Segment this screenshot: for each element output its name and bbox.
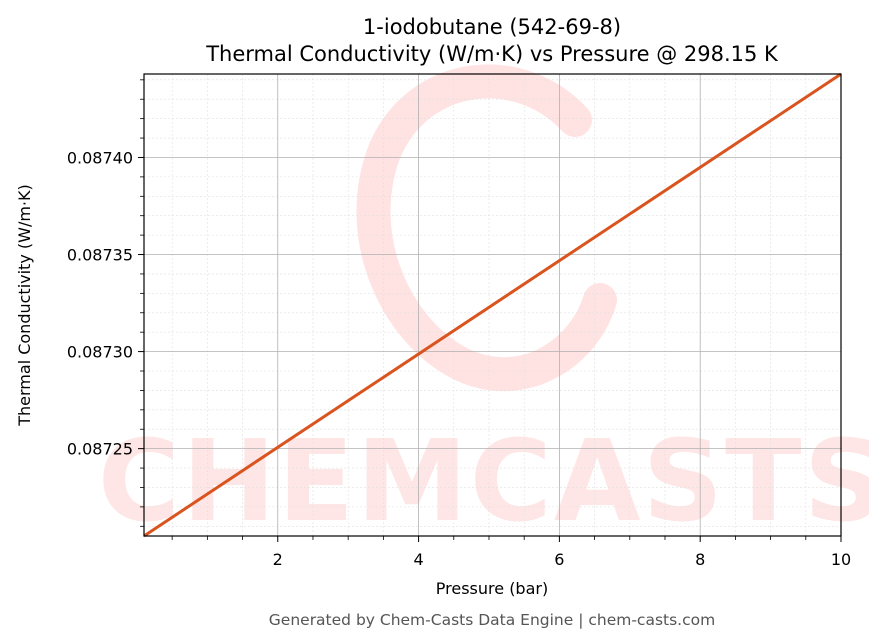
x-tick-label: 4 (413, 550, 423, 569)
watermark: CHEMCASTS (98, 64, 869, 547)
watermark-logo-icon (356, 64, 617, 392)
series-line (143, 72, 842, 538)
y-axis-label: Thermal Conductivity (W/m·K) (15, 184, 34, 427)
x-tick-label: 2 (273, 550, 283, 569)
grid-minor (144, 74, 841, 536)
plot-frame (143, 73, 842, 537)
x-axis-label: Pressure (bar) (436, 579, 548, 598)
y-tick-label: 0.08740 (67, 148, 133, 167)
y-tick-label: 0.08730 (67, 343, 133, 362)
watermark-text: CHEMCASTS (98, 417, 869, 547)
grid-major (144, 74, 841, 536)
y-tick-label: 0.08725 (67, 440, 133, 459)
x-tick-labels: 2 4 6 8 10 (273, 550, 852, 569)
y-tick-label: 0.08735 (67, 246, 133, 265)
chart-title-line1: 1-iodobutane (542-69-8) (363, 15, 621, 39)
series-layer (143, 72, 842, 538)
axis-ticks (138, 79, 842, 542)
chart-title-line2: Thermal Conductivity (W/m·K) vs Pressure… (205, 42, 779, 66)
x-tick-label: 6 (554, 550, 564, 569)
x-tick-label: 8 (695, 550, 705, 569)
footer-credit: Generated by Chem-Casts Data Engine | ch… (269, 611, 715, 629)
y-tick-labels: 0.08725 0.08730 0.08735 0.08740 (67, 148, 133, 458)
x-tick-label: 10 (831, 550, 851, 569)
